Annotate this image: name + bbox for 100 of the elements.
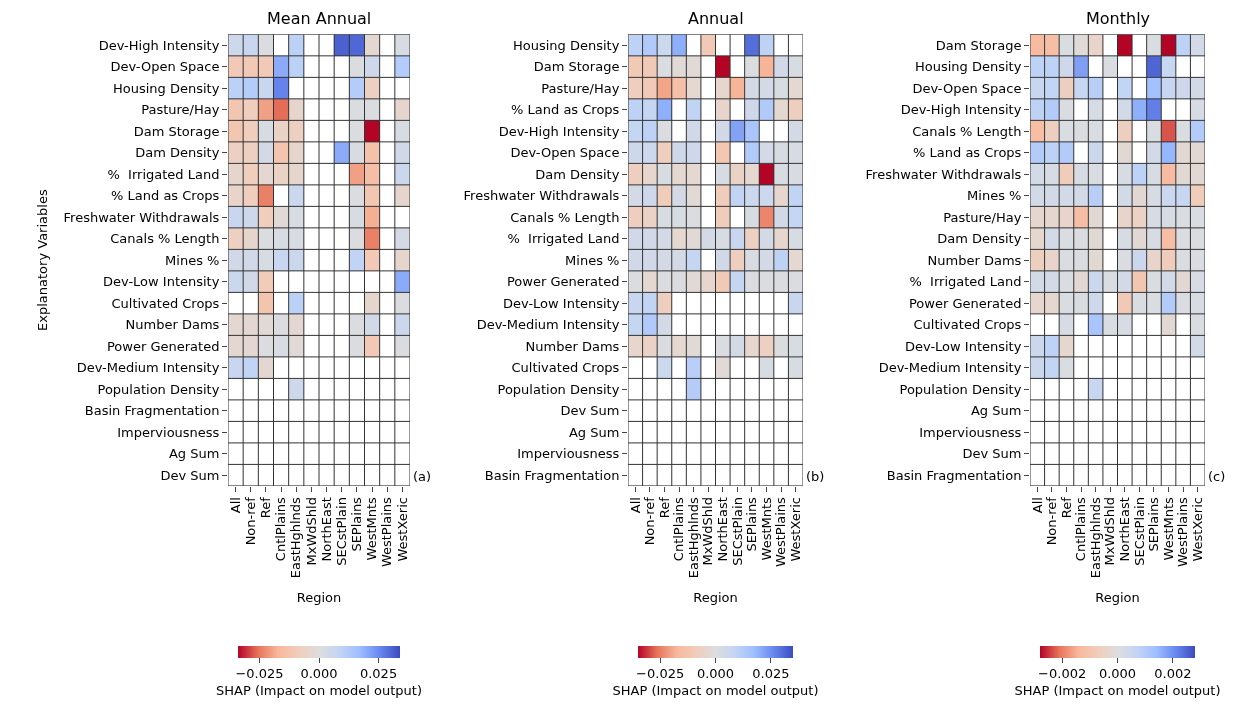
color-bar-label: −0.025: [235, 666, 284, 682]
x-tick-label: WestPlains: [1175, 496, 1191, 568]
y-tick-label: % Land as Crops: [511, 102, 620, 118]
x-tick-label: Non-ref: [242, 496, 258, 546]
x-tick-label: WestPlains: [773, 496, 789, 568]
y-tick-label: Dev-Open Space: [510, 145, 620, 161]
x-tick-label: MxWdShld: [1102, 497, 1118, 566]
y-tick-label: Imperviousness: [517, 446, 620, 462]
x-tick-label: WestMnts: [1160, 496, 1176, 561]
x-tick-label: Ref: [258, 496, 274, 519]
y-tick-label: Housing Density: [512, 37, 620, 53]
y-tick-label: Dev-High Intensity: [98, 37, 220, 53]
y-tick-label: Dam Density: [135, 145, 220, 161]
x-tick-label: SEPlains: [1146, 496, 1162, 552]
y-tick-label: Dev Sum: [560, 403, 620, 419]
x-tick-label: SECstPlain: [1131, 497, 1147, 566]
color-bar-title: SHAP (Impact on model output): [612, 683, 819, 699]
x-tick-label: All: [1029, 497, 1045, 514]
chart-title: Monthly: [1086, 9, 1151, 28]
y-tick-label: % Irrigated Land: [507, 231, 620, 247]
y-tick-label: Dev-Open Space: [912, 80, 1022, 96]
y-tick-label: Number Dams: [525, 338, 620, 354]
y-tick-label: Dam Storage: [935, 37, 1022, 53]
y-tick-label: Power Generated: [106, 338, 220, 354]
color-bar-label: −0.002: [1038, 666, 1087, 682]
x-tick-label: MxWdShld: [700, 497, 716, 566]
x-axis-title: Region: [1095, 589, 1140, 605]
x-axis-title: Region: [296, 589, 342, 605]
x-tick-label: EastHghlnds: [685, 496, 701, 579]
y-tick-label: Freshwater Withdrawals: [63, 209, 220, 225]
x-tick-label: Non-ref: [1044, 496, 1060, 546]
y-tick-label: Dam Storage: [133, 123, 220, 139]
y-tick-label: Housing Density: [914, 59, 1022, 75]
y-tick-label: % Land as Crops: [111, 188, 220, 204]
y-tick-label: Canals % Length: [510, 209, 620, 225]
x-tick-label: SECstPlain: [333, 497, 349, 566]
y-tick-label: Dev-High Intensity: [900, 102, 1022, 118]
y-tick-label: Freshwater Withdrawals: [865, 166, 1022, 182]
y-tick-label: Pasture/Hay: [943, 209, 1022, 225]
color-bar-label: 0.000: [300, 666, 338, 682]
y-tick-label: Canals % Length: [110, 231, 220, 247]
y-tick-label: % Irrigated Land: [909, 274, 1022, 290]
y-tick-label: Dev Sum: [160, 467, 220, 483]
y-tick-label: Dam Density: [937, 231, 1022, 247]
x-tick-label: EastHghlnds: [288, 496, 304, 579]
color-bar-label: 0.002: [1154, 666, 1192, 682]
y-tick-label: Dev-Medium Intensity: [476, 317, 620, 333]
y-tick-label: Basin Fragmentation: [84, 403, 220, 419]
x-tick-label: WestPlains: [379, 496, 395, 568]
y-tick-label: Dev-Open Space: [110, 59, 220, 75]
x-tick-label: Ref: [656, 496, 672, 519]
y-tick-label: Basin Fragmentation: [886, 467, 1022, 483]
color-bar-title: SHAP (Impact on model output): [216, 683, 422, 699]
y-tick-label: Canals % Length: [912, 123, 1022, 139]
x-tick-label: SEPlains: [349, 496, 365, 552]
x-tick-label: Non-ref: [642, 496, 658, 546]
color-bar-label: 0.025: [359, 666, 398, 682]
y-tick-label: Cultivated Crops: [111, 295, 220, 311]
y-tick-label: Mines %: [565, 252, 620, 268]
x-tick-label: All: [227, 497, 243, 514]
y-tick-label: Number Dams: [125, 317, 220, 333]
text: (c): [1208, 469, 1226, 484]
x-tick-label: SEPlains: [744, 496, 760, 552]
y-tick-label: Freshwater Withdrawals: [463, 188, 620, 204]
y-tick-label: Dev-Low Intensity: [103, 274, 220, 290]
y-tick-label: Pasture/Hay: [541, 80, 620, 96]
y-tick-label: Dev-High Intensity: [498, 123, 620, 139]
y-tick-label: Population Density: [97, 381, 220, 397]
y-tick-label: Power Generated: [908, 295, 1022, 311]
y-tick-label: Power Generated: [506, 274, 620, 290]
color-bar-title: SHAP (Impact on model output): [1014, 683, 1221, 699]
x-tick-label: WestMnts: [364, 496, 380, 561]
y-tick-label: Cultivated Crops: [913, 317, 1022, 333]
chart-title: Annual: [688, 9, 744, 28]
x-tick-label: MxWdShld: [303, 497, 319, 566]
color-bar-label: 0.025: [752, 666, 790, 682]
y-tick-label: % Land as Crops: [913, 145, 1022, 161]
y-tick-label: Ag Sum: [168, 446, 220, 462]
y-tick-label: Dam Storage: [533, 59, 620, 75]
text: (a): [413, 469, 432, 484]
y-tick-label: Cultivated Crops: [511, 360, 620, 376]
x-tick-label: CntlPlains: [1073, 496, 1089, 562]
y-tick-label: Number Dams: [927, 252, 1022, 268]
x-tick-label: WestXeric: [394, 497, 410, 562]
text: (b): [806, 469, 825, 484]
y-tick-label: Mines %: [967, 188, 1022, 204]
y-tick-label: % Irrigated Land: [107, 166, 220, 182]
y-tick-label: Dev-Medium Intensity: [878, 360, 1022, 376]
y-tick-label: Dev Sum: [962, 446, 1022, 462]
x-tick-label: CntlPlains: [273, 496, 289, 562]
y-tick-label: Population Density: [497, 381, 620, 397]
y-tick-label: Housing Density: [112, 80, 220, 96]
y-tick-label: Population Density: [899, 381, 1022, 397]
y-tick-label: Imperviousness: [919, 424, 1022, 440]
y-tick-label: Ag Sum: [568, 424, 620, 440]
y-tick-label: Mines %: [165, 252, 220, 268]
y-tick-label: Pasture/Hay: [141, 102, 220, 118]
color-bar-label: 0.000: [1098, 666, 1137, 682]
y-tick-label: Basin Fragmentation: [484, 467, 620, 483]
x-tick-label: WestXeric: [787, 497, 803, 562]
